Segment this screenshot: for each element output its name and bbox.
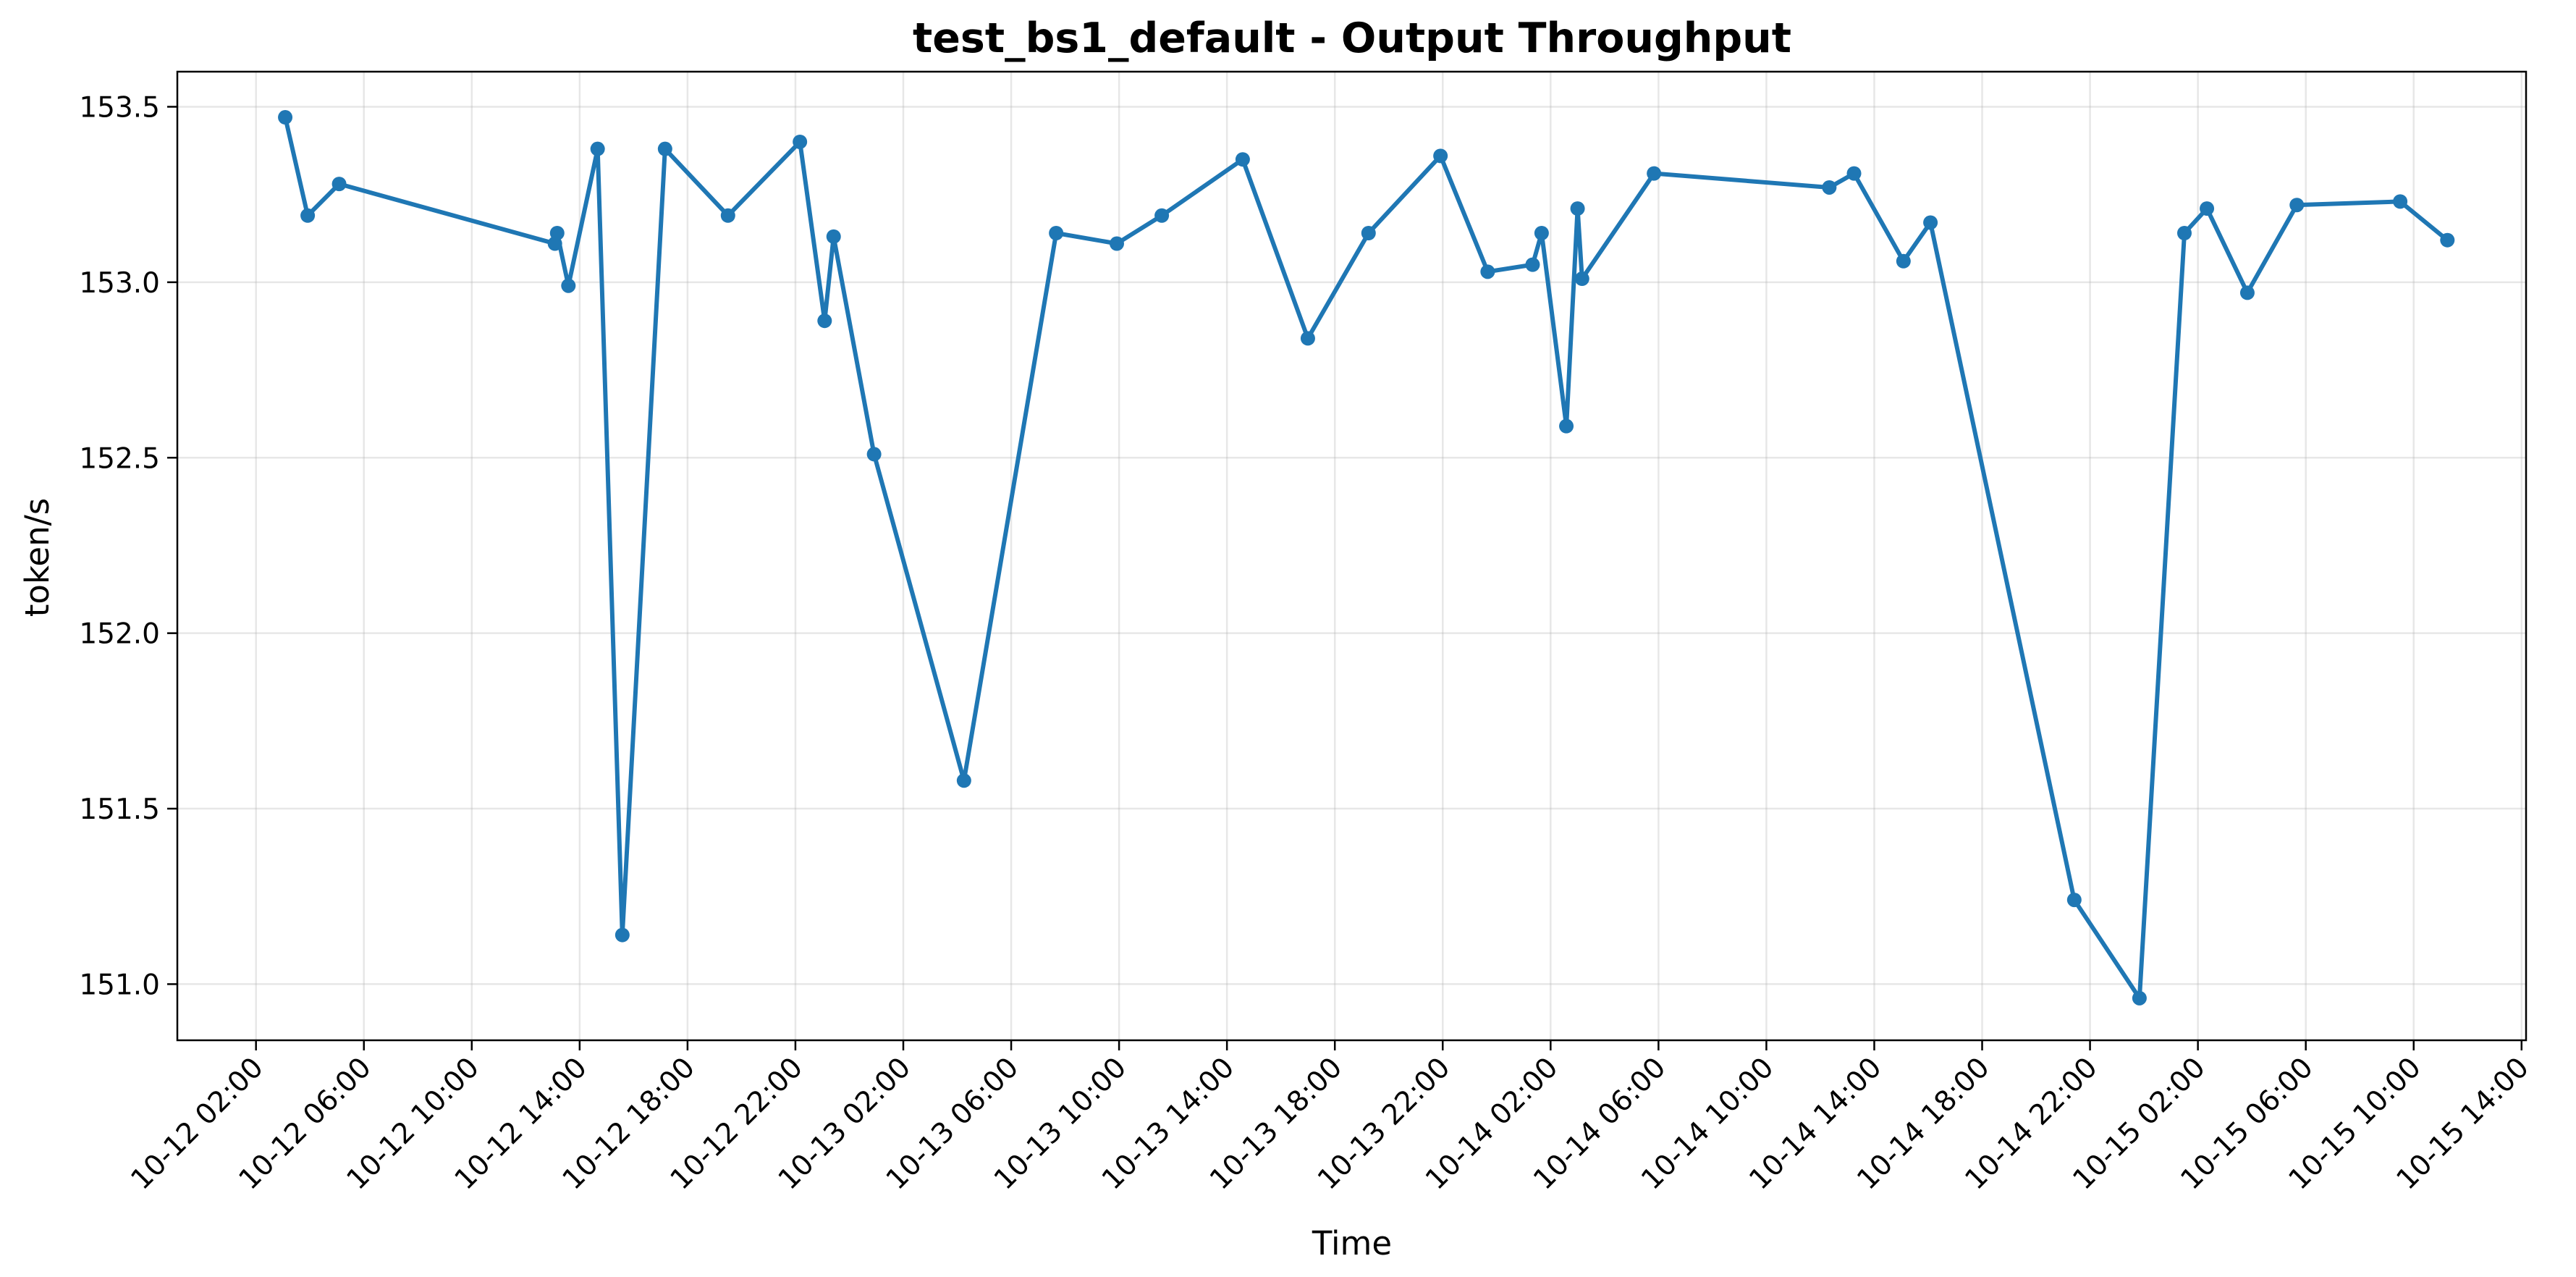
data-point <box>817 313 832 329</box>
data-point <box>2200 201 2215 216</box>
grid <box>177 72 2526 1040</box>
data-point <box>2393 194 2408 209</box>
y-tick-label: 151.5 <box>79 793 160 826</box>
data-point <box>2177 226 2192 240</box>
data-point <box>793 134 808 149</box>
data-point <box>1559 418 1574 434</box>
y-tick-label: 152.5 <box>79 442 160 475</box>
data-point <box>1923 215 1938 230</box>
y-axis-label: token/s <box>18 498 56 617</box>
data-point <box>1822 180 1837 195</box>
data-point <box>1647 166 1662 181</box>
y-tick-label: 153.0 <box>79 267 160 300</box>
data-point <box>590 141 605 156</box>
data-point <box>615 927 630 943</box>
data-point <box>1480 264 1495 279</box>
series-layer <box>278 110 2455 1006</box>
data-point <box>2289 198 2305 213</box>
data-point <box>1300 331 1315 346</box>
data-point <box>1846 166 1862 181</box>
data-point <box>2440 232 2455 248</box>
data-point <box>657 141 672 156</box>
data-point <box>1361 226 1376 240</box>
data-point <box>1235 152 1250 167</box>
data-point <box>1570 201 1585 216</box>
plot-frame <box>176 70 2528 1042</box>
data-point <box>720 208 735 223</box>
data-point <box>866 447 882 462</box>
data-point <box>549 226 565 240</box>
data-point <box>1574 271 1589 287</box>
data-point <box>2132 990 2147 1006</box>
data-point <box>1525 257 1540 272</box>
data-point <box>1433 148 1448 164</box>
x-axis-label: Time <box>1312 1224 1392 1263</box>
data-point <box>561 278 576 293</box>
y-tick-label: 151.0 <box>79 969 160 1001</box>
data-point <box>1534 226 1549 240</box>
data-point <box>331 177 347 192</box>
data-point <box>826 229 841 244</box>
data-point <box>1896 253 1911 269</box>
data-point <box>300 208 316 223</box>
y-tick-label: 153.5 <box>79 91 160 124</box>
data-point <box>1110 236 1124 251</box>
data-point <box>2239 285 2255 300</box>
data-point <box>278 110 293 125</box>
data-point <box>2066 893 2082 908</box>
y-tick-label: 152.0 <box>79 618 160 651</box>
data-point <box>956 773 971 788</box>
data-point <box>1154 208 1170 223</box>
data-point <box>1049 226 1064 240</box>
chart-title: test_bs1_default - Output Throughput <box>913 14 1791 62</box>
